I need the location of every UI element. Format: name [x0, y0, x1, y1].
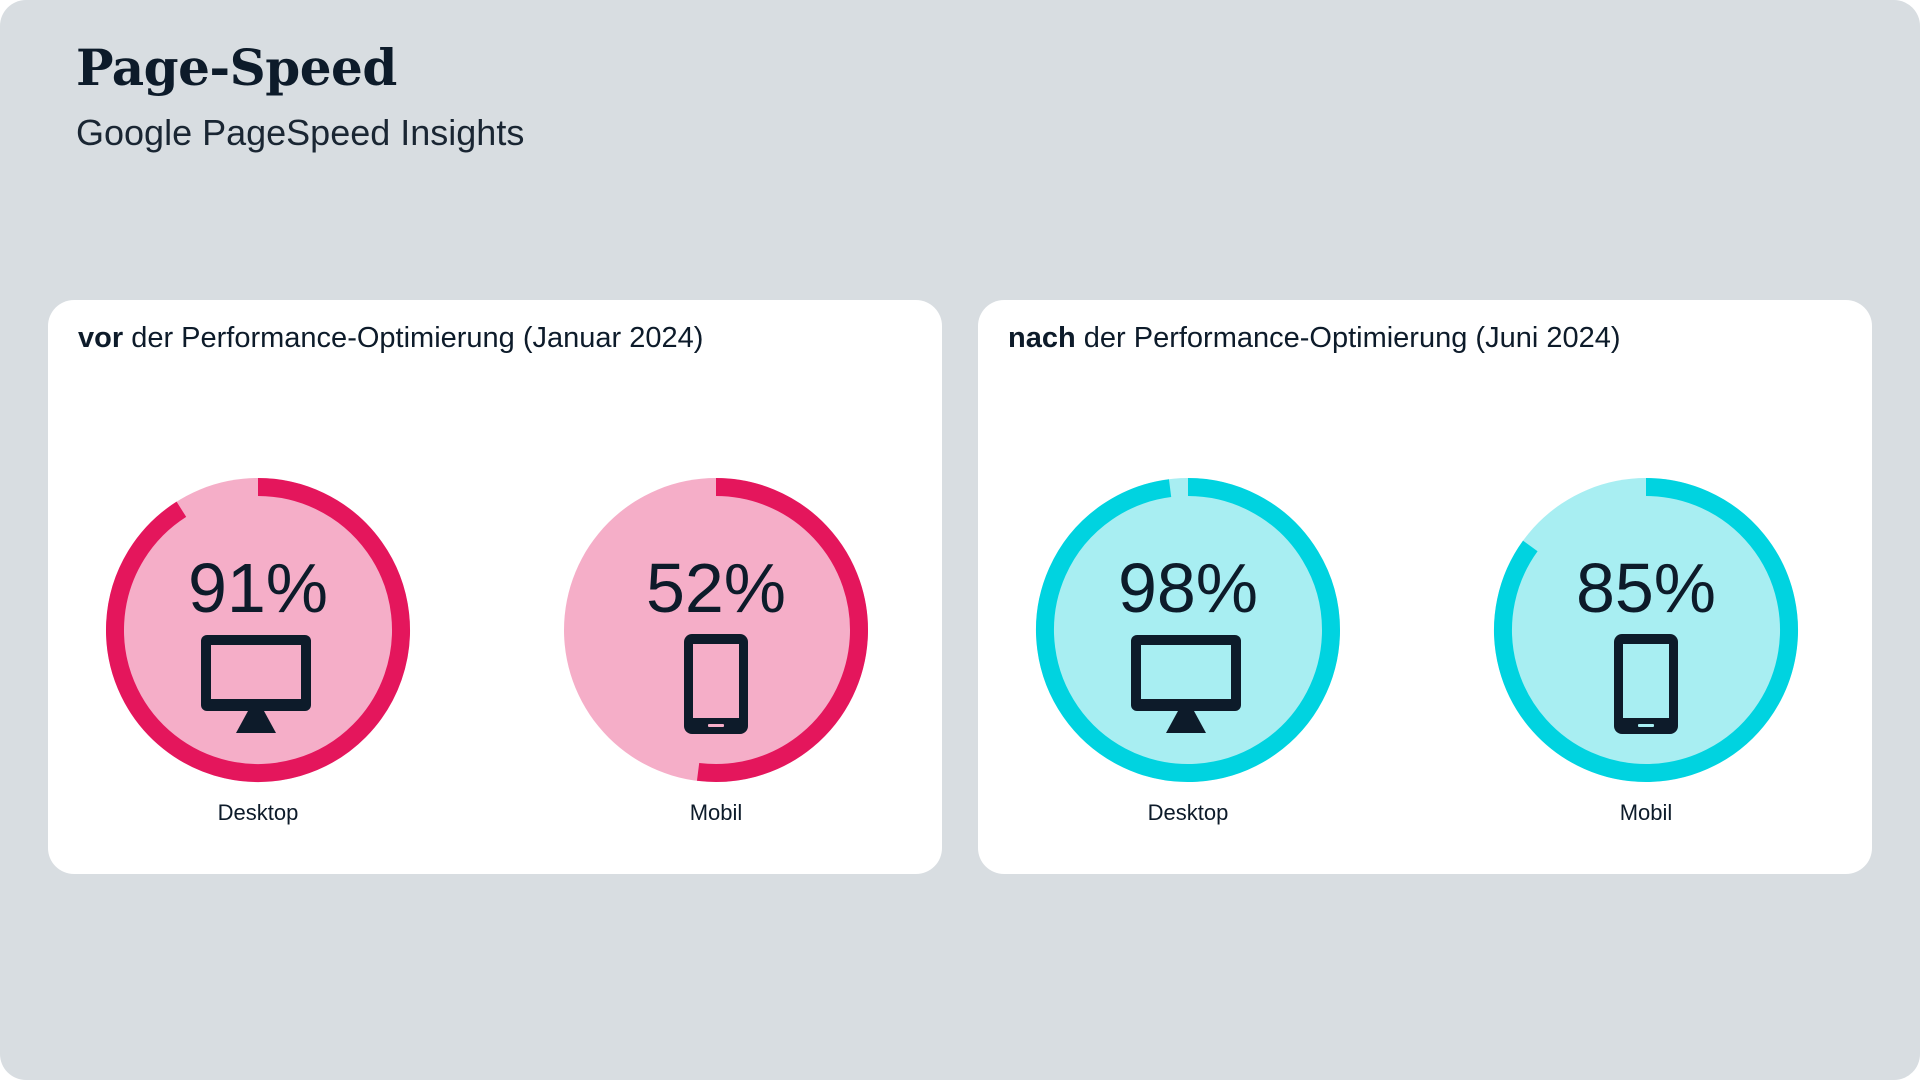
gauge-before-desktop-progress-arc: [106, 478, 410, 782]
gauge-before-mobile: 52% Mobil: [556, 470, 876, 860]
gauge-before-mobile-progress-arc: [696, 478, 868, 782]
gauge-after-desktop-value: 98%: [1117, 549, 1259, 627]
gauge-before-desktop-svg: [106, 478, 410, 782]
gauge-after-desktop-progress-arc: [1036, 478, 1340, 782]
mobile-phone-icon: [1614, 634, 1678, 734]
gauge-after-desktop-svg: [1036, 478, 1340, 782]
page-subtitle: Google PageSpeed Insights: [76, 112, 525, 153]
mobile-phone-icon: [684, 634, 748, 734]
gauge-after-mobile-progress-arc: [1494, 478, 1798, 782]
gauge-after-mobile: 85% Mobil: [1486, 470, 1806, 860]
card-before-heading: vor der Performance-Optimierung (Januar …: [78, 322, 703, 355]
card-after: nach der Performance-Optimierung (Juni 2…: [978, 300, 1872, 874]
gauge-before-mobile-svg: [564, 478, 868, 782]
gauge-after-mobile-fill: [1494, 478, 1798, 782]
gauge-before-mobile-fill: [564, 478, 868, 782]
card-before-heading-text: der Performance-Optimierung (Januar 2024…: [131, 322, 704, 354]
card-after-heading: nach der Performance-Optimierung (Juni 2…: [1008, 322, 1621, 355]
gauge-before-desktop: 91% Desktop: [98, 470, 418, 860]
gauge-before-mobile-value: 52%: [645, 549, 787, 627]
gauge-after-mobile-svg: [1494, 478, 1798, 782]
desktop-monitor-icon: [1131, 635, 1241, 733]
gauge-before-mobile-label: Mobil: [689, 800, 743, 825]
gauge-after-mobile-label: Mobil: [1619, 800, 1673, 825]
gauge-after-desktop-label: Desktop: [1147, 800, 1229, 825]
gauge-before-desktop-value: 91%: [187, 549, 329, 627]
page-title: Page-Speed: [76, 38, 397, 97]
card-before: vor der Performance-Optimierung (Januar …: [48, 300, 942, 874]
gauge-before-desktop-label: Desktop: [217, 800, 299, 825]
gauge-before-desktop-fill: [106, 478, 410, 782]
card-after-heading-bold: nach: [1008, 322, 1076, 354]
card-after-heading-text: der Performance-Optimierung (Juni 2024): [1083, 322, 1621, 354]
gauge-after-mobile-value: 85%: [1575, 549, 1717, 627]
gauge-after-desktop: 98% Desktop: [1028, 470, 1348, 860]
desktop-monitor-icon: [201, 635, 311, 733]
card-before-heading-bold: vor: [78, 322, 124, 354]
gauge-after-desktop-fill: [1036, 478, 1340, 782]
